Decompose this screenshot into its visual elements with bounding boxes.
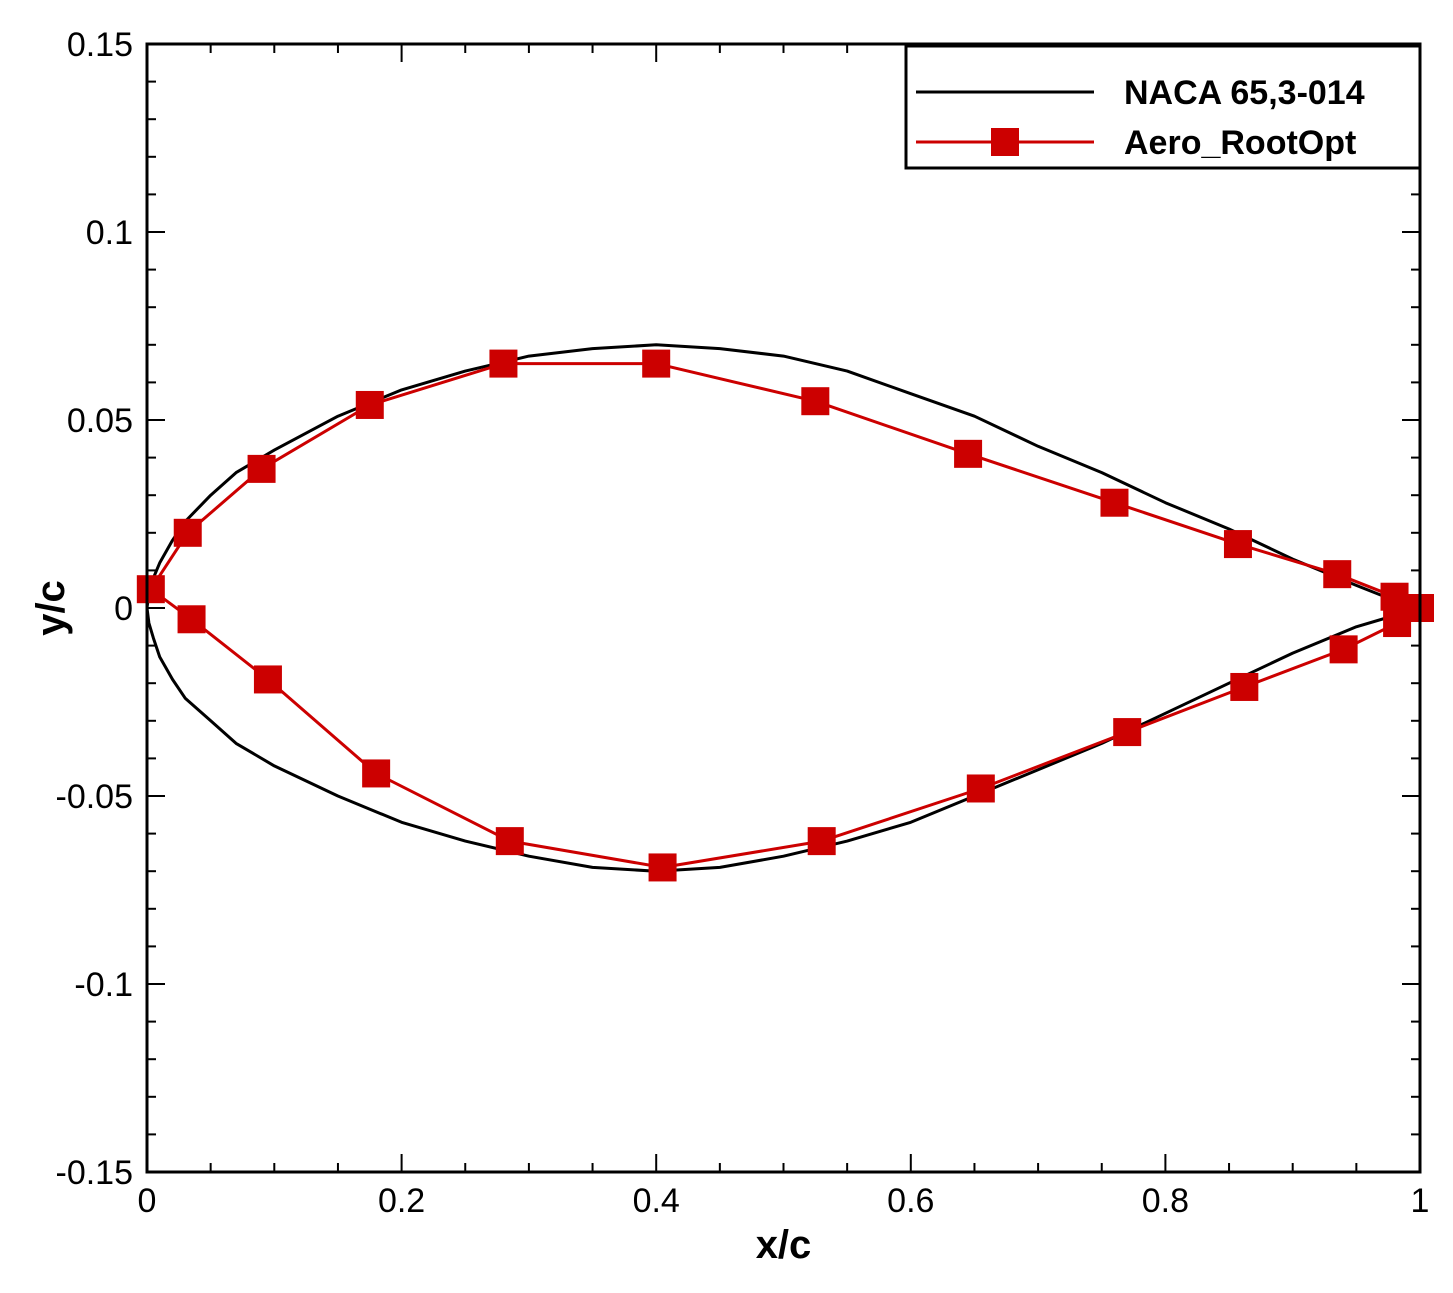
- x-tick-label: 0: [138, 1182, 157, 1220]
- tick-labels: 0 0.2 0.4 0.6 0.8 1 0.15 0.1 0.05 0 -0.05 -0.1 -0.15: [56, 26, 1430, 1220]
- axis-ticks: [146, 43, 1421, 1173]
- data-point: [253, 665, 282, 694]
- y-tick-label: 0.05: [67, 402, 133, 440]
- data-point: [1380, 582, 1409, 611]
- y-tick-label: -0.15: [56, 1154, 134, 1192]
- data-point: [648, 853, 677, 882]
- data-point: [173, 518, 202, 547]
- x-tick-label: 0.8: [1142, 1182, 1189, 1220]
- legend-label-opt: Aero_RootOpt: [1124, 124, 1356, 162]
- x-tick-label: 0.2: [378, 1182, 425, 1220]
- data-point: [495, 827, 524, 856]
- data-point: [966, 774, 995, 803]
- y-tick-label: -0.1: [74, 966, 133, 1004]
- series-opt: [136, 349, 1434, 882]
- x-axis-title: x/c: [756, 1223, 812, 1267]
- legend-marker-opt: [991, 128, 1019, 156]
- data-point: [355, 390, 384, 419]
- data-point: [247, 454, 276, 483]
- data-point: [489, 349, 518, 378]
- x-tick-label: 0.6: [887, 1182, 934, 1220]
- data-point: [1230, 672, 1259, 701]
- series-line: [149, 362, 1421, 869]
- data-point: [1100, 488, 1129, 517]
- data-point: [642, 349, 671, 378]
- data-point: [136, 575, 165, 604]
- data-point: [1329, 635, 1358, 664]
- data-point: [954, 439, 983, 468]
- data-point: [177, 605, 206, 634]
- x-tick-label: 1: [1411, 1182, 1430, 1220]
- y-tick-label: 0.1: [86, 214, 133, 252]
- data-point: [362, 759, 391, 788]
- data-point: [801, 387, 830, 416]
- data-point: [1323, 560, 1352, 589]
- y-tick-label: 0: [114, 590, 133, 628]
- data-point: [807, 827, 836, 856]
- y-axis-title: y/c: [29, 580, 73, 636]
- series-layer: [136, 343, 1434, 882]
- plot-frame: [145, 42, 1422, 1174]
- data-point: [1113, 718, 1142, 747]
- data-point: [1223, 530, 1252, 559]
- y-tick-label: -0.05: [56, 778, 134, 816]
- y-tick-label: 0.15: [67, 26, 133, 64]
- legend: NACA 65,3-014 Aero_RootOpt: [904, 44, 1422, 170]
- legend-label-naca: NACA 65,3-014: [1124, 74, 1365, 112]
- x-tick-label: 0.4: [633, 1182, 680, 1220]
